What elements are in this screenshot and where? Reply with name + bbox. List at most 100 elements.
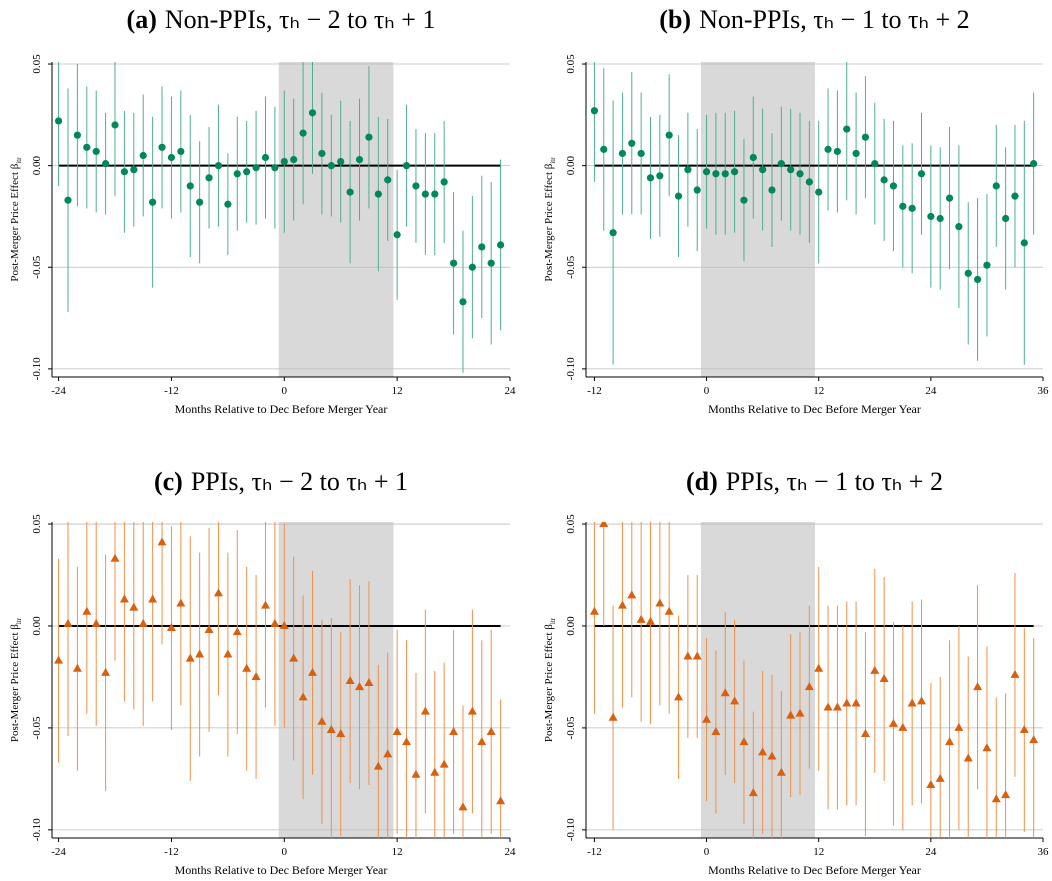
y-tick-label: 0.05 bbox=[565, 514, 577, 534]
point bbox=[907, 698, 917, 707]
point bbox=[804, 682, 814, 691]
y-label-text: Post-Merger Price Effect β bbox=[543, 624, 555, 742]
point bbox=[879, 673, 889, 682]
point bbox=[260, 600, 270, 609]
shaded-region bbox=[700, 62, 815, 377]
point bbox=[692, 651, 702, 660]
point bbox=[233, 170, 241, 178]
point bbox=[655, 598, 665, 607]
point bbox=[196, 198, 204, 206]
point bbox=[712, 170, 720, 178]
point bbox=[318, 149, 326, 158]
point bbox=[815, 188, 823, 196]
point bbox=[843, 125, 851, 133]
point bbox=[935, 773, 945, 782]
point bbox=[768, 186, 776, 194]
point bbox=[232, 627, 242, 636]
point bbox=[767, 751, 777, 760]
panel-title: (a) Non-PPIs, τₕ − 2 to τₕ + 1 bbox=[127, 5, 436, 34]
point bbox=[861, 133, 870, 141]
point bbox=[963, 753, 973, 762]
point bbox=[740, 196, 748, 204]
point bbox=[177, 147, 185, 156]
x-tick-label: -12 bbox=[587, 385, 602, 397]
point bbox=[149, 198, 157, 206]
x-axis-label: Months Relative to Dec Before Merger Yea… bbox=[175, 402, 388, 416]
point bbox=[964, 269, 972, 277]
point bbox=[364, 678, 374, 687]
y-axis-label: Post-Merger Price Effect βitr bbox=[543, 157, 557, 282]
x-tick-label: -12 bbox=[587, 846, 602, 858]
y-tick-label: -0.05 bbox=[31, 255, 43, 278]
y-tick-label: 0.05 bbox=[31, 514, 43, 534]
point bbox=[496, 241, 505, 249]
point bbox=[496, 796, 506, 805]
point bbox=[326, 724, 336, 733]
point bbox=[467, 706, 477, 715]
plot-area bbox=[589, 522, 1039, 838]
y-tick-label: -0.10 bbox=[565, 357, 577, 380]
point bbox=[486, 726, 496, 735]
point bbox=[82, 606, 92, 615]
point bbox=[411, 769, 421, 778]
plot-area bbox=[54, 522, 506, 838]
point bbox=[289, 653, 299, 662]
y-tick-label: -0.05 bbox=[565, 716, 577, 739]
panel-label: (d) bbox=[686, 467, 718, 496]
point bbox=[787, 166, 795, 174]
point bbox=[251, 671, 261, 680]
point bbox=[130, 166, 138, 174]
point bbox=[478, 243, 486, 251]
x-tick-label: -12 bbox=[164, 385, 179, 397]
point bbox=[711, 726, 721, 735]
point bbox=[365, 133, 373, 141]
point bbox=[656, 172, 664, 180]
point bbox=[468, 263, 476, 271]
point bbox=[720, 688, 730, 697]
point bbox=[271, 164, 279, 172]
point bbox=[337, 157, 345, 166]
x-tick-label: 12 bbox=[392, 846, 403, 858]
point bbox=[702, 714, 712, 723]
x-tick-label: 24 bbox=[925, 846, 937, 858]
y-label-text: Post-Merger Price Effect β bbox=[543, 163, 555, 281]
point bbox=[721, 170, 729, 178]
point bbox=[439, 759, 449, 768]
point bbox=[646, 174, 655, 182]
x-axis-label: Months Relative to Dec Before Merger Yea… bbox=[708, 863, 921, 877]
point bbox=[101, 667, 111, 676]
point bbox=[898, 722, 908, 731]
point bbox=[871, 160, 879, 168]
x-tick-label: 0 bbox=[704, 846, 710, 858]
point bbox=[795, 708, 805, 717]
point bbox=[617, 600, 627, 609]
panel-label: (c) bbox=[154, 467, 183, 496]
point bbox=[1011, 192, 1019, 200]
x-tick-label: 12 bbox=[813, 385, 824, 397]
point bbox=[664, 606, 674, 615]
point bbox=[926, 779, 936, 788]
point bbox=[1030, 160, 1038, 168]
point bbox=[373, 761, 383, 770]
x-tick-label: 36 bbox=[1038, 385, 1050, 397]
point bbox=[684, 166, 692, 174]
shaded-region bbox=[278, 522, 394, 838]
point bbox=[899, 202, 907, 210]
point bbox=[927, 212, 935, 221]
y-label-sub: itr bbox=[15, 617, 23, 624]
point bbox=[888, 718, 898, 727]
x-tick-label: 36 bbox=[1038, 846, 1050, 858]
point bbox=[748, 788, 758, 797]
point bbox=[430, 767, 440, 776]
point bbox=[91, 618, 101, 627]
y-tick-label: 0.05 bbox=[31, 54, 43, 74]
point bbox=[308, 109, 317, 117]
point bbox=[393, 231, 401, 239]
point bbox=[204, 625, 214, 634]
y-tick-label: -0.10 bbox=[31, 818, 43, 841]
x-tick-label: 0 bbox=[282, 385, 288, 397]
point bbox=[392, 726, 402, 735]
point bbox=[290, 155, 298, 164]
y-label-text: Post-Merger Price Effect β bbox=[9, 624, 21, 742]
point bbox=[138, 618, 148, 627]
